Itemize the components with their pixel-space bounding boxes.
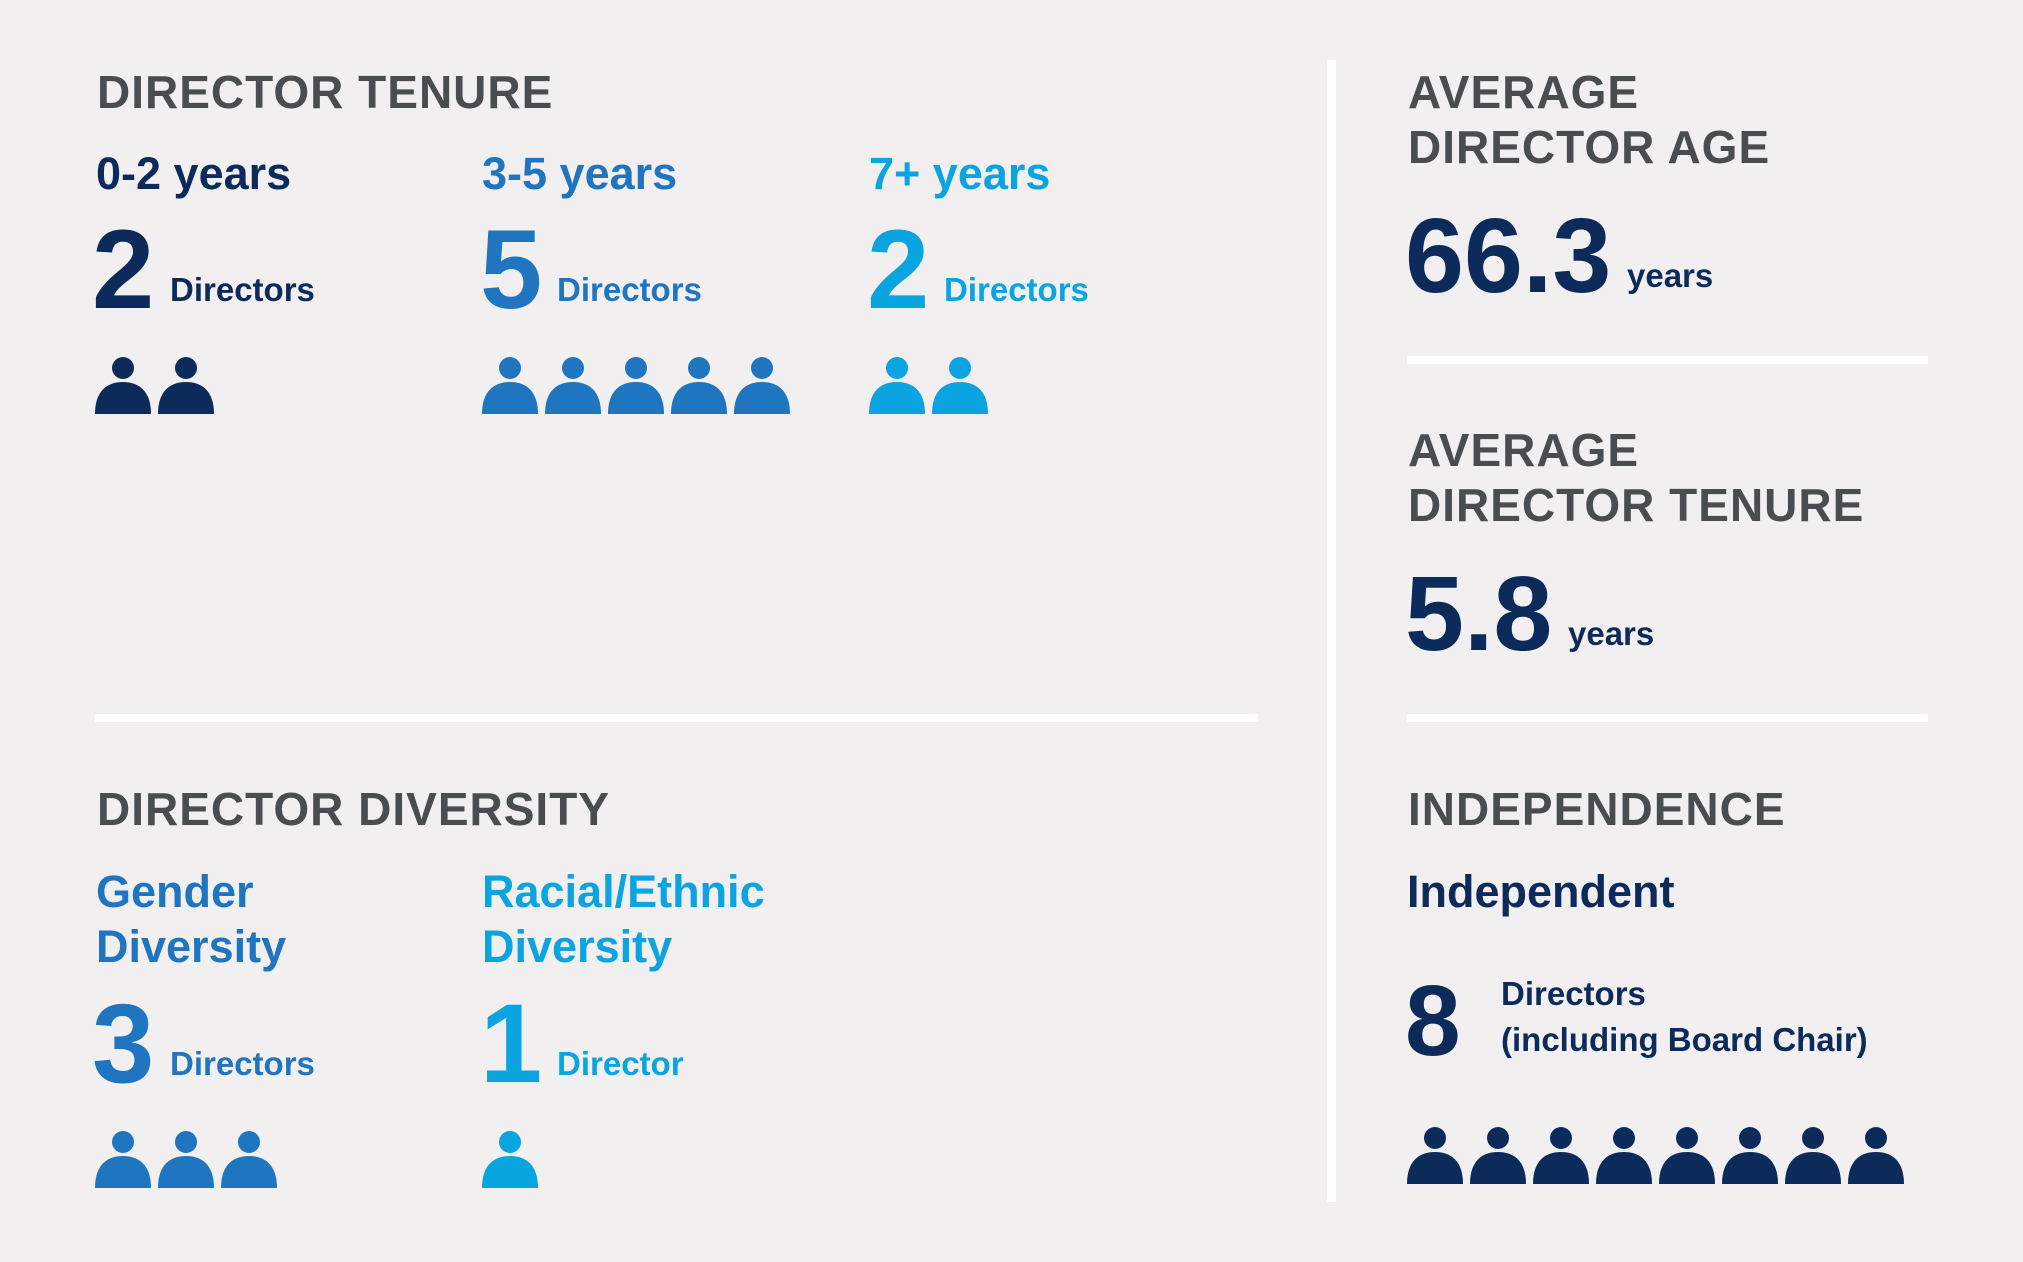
person-icon	[1848, 1127, 1904, 1184]
average-age-value: 66.3	[1405, 197, 1612, 315]
tenure-group-0-2: 0-2 years	[96, 146, 291, 202]
person-icon	[734, 357, 790, 414]
independence-icons	[1407, 1126, 1904, 1184]
independence-heading: INDEPENDENCE	[1408, 783, 1786, 835]
person-icon	[608, 357, 664, 414]
horizontal-divider-right-bottom	[1407, 714, 1928, 722]
tenure-group-label: 3-5 years	[482, 148, 678, 199]
person-icon	[482, 357, 538, 414]
person-icon	[95, 1131, 151, 1188]
independence-unit-line1: Directors	[1501, 975, 1646, 1012]
person-icon	[545, 357, 601, 414]
tenure-count: 2	[92, 207, 155, 332]
diversity-count-unit: Director	[557, 1045, 684, 1082]
director-diversity-heading: DIRECTOR DIVERSITY	[97, 783, 610, 835]
diversity-count: 3	[92, 981, 155, 1106]
person-icon	[869, 357, 925, 414]
tenure-icons-0-2	[95, 356, 214, 414]
person-icon	[158, 1131, 214, 1188]
average-tenure-heading-line2: DIRECTOR TENURE	[1408, 479, 1865, 531]
average-tenure-unit: years	[1568, 615, 1655, 652]
diversity-count: 1	[480, 981, 543, 1106]
average-age-unit: years	[1627, 257, 1714, 294]
person-icon	[1659, 1127, 1715, 1184]
diversity-label-line1: Gender	[96, 866, 254, 917]
tenure-icons-3-5	[482, 356, 790, 414]
vertical-divider	[1327, 60, 1336, 1202]
horizontal-divider-right-top	[1407, 356, 1928, 364]
person-icon	[1407, 1127, 1463, 1184]
tenure-count: 2	[867, 207, 930, 332]
diversity-label-line2: Diversity	[482, 921, 673, 972]
person-icon	[671, 357, 727, 414]
tenure-count-unit: Directors	[557, 271, 702, 308]
person-icon	[221, 1131, 277, 1188]
tenure-count: 5	[480, 207, 543, 332]
diversity-label-line2: Diversity	[96, 921, 287, 972]
independence-label: Independent	[1407, 866, 1675, 917]
tenure-group-label: 7+ years	[869, 148, 1051, 199]
diversity-icons-gender	[95, 1130, 277, 1188]
person-icon	[95, 357, 151, 414]
independence-unit-line2: (including Board Chair)	[1501, 1021, 1868, 1058]
person-icon	[1470, 1127, 1526, 1184]
tenure-count-unit: Directors	[944, 271, 1089, 308]
tenure-group-label: 0-2 years	[96, 148, 292, 199]
person-icon	[1596, 1127, 1652, 1184]
diversity-label-line1: Racial/Ethnic	[482, 866, 765, 917]
person-icon	[1785, 1127, 1841, 1184]
diversity-icons-racial	[482, 1130, 538, 1188]
diversity-count-unit: Directors	[170, 1045, 315, 1082]
person-icon	[1533, 1127, 1589, 1184]
average-tenure-value: 5.8	[1405, 555, 1553, 673]
person-icon	[482, 1131, 538, 1188]
average-tenure-heading-line1: AVERAGE	[1408, 424, 1640, 476]
independence-count: 8	[1405, 965, 1461, 1077]
horizontal-divider-left	[95, 714, 1258, 722]
tenure-count-unit: Directors	[170, 271, 315, 308]
person-icon	[1722, 1127, 1778, 1184]
average-age-heading-line1: AVERAGE	[1408, 66, 1640, 118]
person-icon	[158, 357, 214, 414]
tenure-icons-7-plus	[869, 356, 988, 414]
person-icon	[932, 357, 988, 414]
average-age-heading-line2: DIRECTOR AGE	[1408, 121, 1771, 173]
director-tenure-heading: DIRECTOR TENURE	[97, 66, 554, 118]
